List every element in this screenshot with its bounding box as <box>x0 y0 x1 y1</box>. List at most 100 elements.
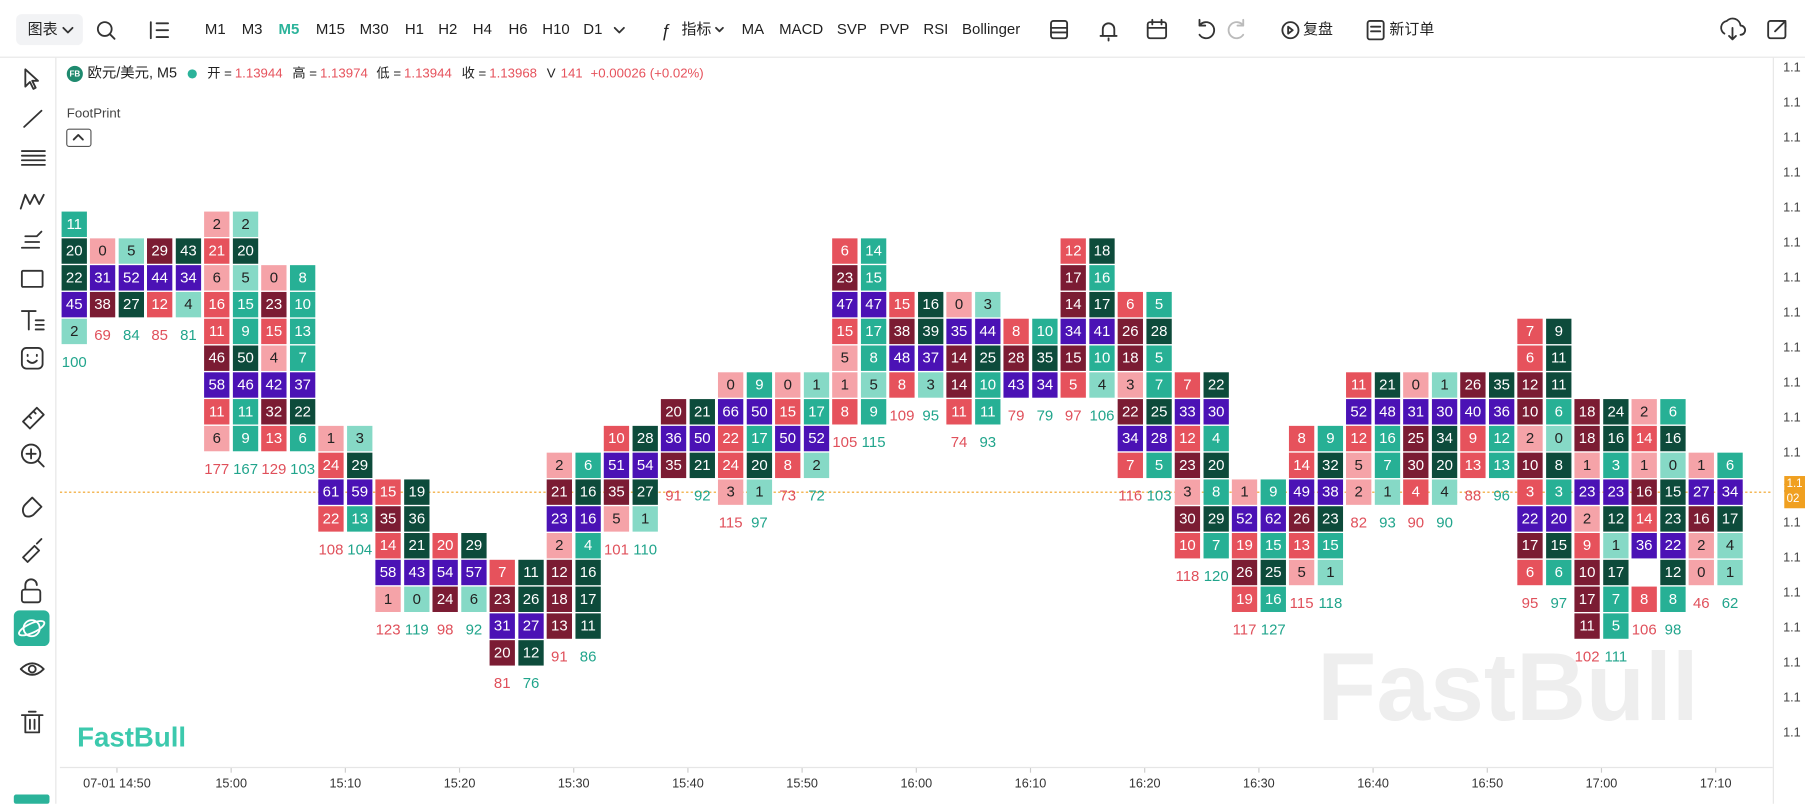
study-button[interactable]: MA <box>742 21 764 38</box>
active-tool[interactable] <box>13 610 50 647</box>
buy-cell <box>289 345 316 371</box>
chart-menu-label[interactable]: 图表 <box>28 21 58 38</box>
sell-cell-label: 43 <box>1008 377 1025 394</box>
buy-cell <box>289 425 316 452</box>
buy-cell-label: 50 <box>237 350 254 367</box>
sell-cell-label: 17 <box>1522 537 1539 554</box>
toolbar-icons[interactable] <box>1050 17 1787 42</box>
sell-cell <box>1403 425 1429 452</box>
timeframe-button[interactable]: M5 <box>279 21 300 38</box>
buy-cell-label: 15 <box>865 269 882 286</box>
sell-total: 98 <box>437 622 454 639</box>
buy-cell <box>1660 479 1686 505</box>
replay-button[interactable]: 复盘 <box>1303 20 1333 38</box>
buy-cell <box>860 345 887 371</box>
buy-cell <box>1603 506 1629 532</box>
sidebar-tab[interactable] <box>13 794 50 804</box>
buy-cell-label: 29 <box>351 457 368 474</box>
sell-cell-label: 7 <box>1526 323 1534 340</box>
buy-cell-label: 11 <box>980 403 996 420</box>
sell-cell <box>261 372 287 398</box>
sell-cell-label: 38 <box>94 296 111 313</box>
sell-cell-label: 1 <box>1697 457 1705 474</box>
sell-cell-label: 22 <box>722 430 739 447</box>
buy-cell-label: 9 <box>755 377 763 394</box>
timeframe-button[interactable]: D1 <box>583 21 602 38</box>
timeframe-button[interactable]: M30 <box>360 21 389 38</box>
study-button[interactable]: SVP <box>837 21 867 38</box>
buy-cell <box>1489 399 1515 425</box>
sell-cell-label: 16 <box>208 296 225 313</box>
buy-total: 79 <box>1037 407 1054 424</box>
buy-cell-label: 4 <box>1726 537 1734 554</box>
buy-cell-label: 44 <box>979 323 996 340</box>
timeframe-button[interactable]: H2 <box>438 21 457 38</box>
timeframe-more[interactable] <box>613 26 625 34</box>
layout-icon[interactable] <box>149 21 169 40</box>
study-button[interactable]: MACD <box>779 21 823 38</box>
price-axis-label: 1.1 <box>1783 305 1801 319</box>
buy-cell-label: 1 <box>1440 377 1448 394</box>
sell-cell-label: 30 <box>1179 510 1196 527</box>
sell-cell-label: 40 <box>1465 403 1482 420</box>
buy-cell-label: 16 <box>1608 430 1625 447</box>
search-icon[interactable] <box>96 21 116 40</box>
buy-cell-label: 23 <box>1665 510 1682 527</box>
sell-cell-label: 18 <box>551 591 568 608</box>
buy-cell <box>1317 425 1344 452</box>
timeframe-button[interactable]: M15 <box>316 21 345 38</box>
buy-cell <box>1660 399 1686 425</box>
buy-cell-label: 6 <box>1669 403 1677 420</box>
sell-cell-label: 15 <box>1065 350 1082 367</box>
buy-cell <box>575 613 601 639</box>
sell-cell <box>1174 479 1201 505</box>
sell-cell <box>1517 399 1543 425</box>
sell-cell <box>489 613 515 639</box>
sell-cell <box>204 238 230 264</box>
timeframe-button[interactable]: H10 <box>542 21 569 38</box>
timeframe-button[interactable]: H1 <box>405 21 424 38</box>
sell-cell <box>261 425 287 452</box>
study-button[interactable]: Bollinger <box>962 21 1020 38</box>
study-button[interactable]: PVP <box>879 21 909 38</box>
buy-cell <box>461 559 487 586</box>
fx-icon[interactable]: ƒ <box>661 20 671 40</box>
sell-cell-label: 27 <box>1693 484 1710 501</box>
sell-cell-label: 6 <box>1126 296 1134 313</box>
sidebar-tools[interactable] <box>19 68 46 734</box>
chart-menu-button[interactable] <box>16 14 83 46</box>
sell-cell-label: 13 <box>1293 537 1310 554</box>
buy-cell-label: 43 <box>409 564 426 581</box>
buy-cell <box>1146 452 1172 479</box>
sell-cell-label: 22 <box>1122 403 1139 420</box>
sell-cell-label: 6 <box>213 269 221 286</box>
buy-cell-label: 22 <box>66 269 83 286</box>
buy-cell <box>347 506 373 532</box>
sell-cell-label: 35 <box>380 510 397 527</box>
timeframe-button[interactable]: M3 <box>242 21 263 38</box>
timeframe-button[interactable]: M1 <box>205 21 226 38</box>
sell-cell <box>261 399 287 425</box>
buy-cell-label: 20 <box>1550 510 1567 527</box>
buy-cell-label: 2 <box>70 323 78 340</box>
buy-cell-label: 6 <box>584 457 592 474</box>
sell-cell-label: 9 <box>1469 430 1477 447</box>
planet-icon <box>18 619 46 638</box>
indicators-button[interactable]: 指标 <box>681 21 711 38</box>
collapse-button[interactable] <box>66 128 92 148</box>
sell-cell-label: 31 <box>94 269 111 286</box>
indicator-chevron <box>715 26 724 33</box>
buy-cell <box>689 399 715 425</box>
buy-cell <box>1146 399 1172 425</box>
buy-cell <box>289 291 316 318</box>
new-order-button[interactable]: 新订单 <box>1389 21 1434 38</box>
buy-cell <box>1717 506 1743 532</box>
sell-total: 79 <box>1008 407 1025 424</box>
price-axis-label: 1.1 <box>1783 61 1801 75</box>
buy-cell-label: 35 <box>1037 350 1054 367</box>
timeframe-button[interactable]: H4 <box>473 21 492 38</box>
timeframe-button[interactable]: H6 <box>508 21 527 38</box>
buy-cell <box>1146 345 1172 371</box>
study-button[interactable]: RSI <box>923 21 948 38</box>
buy-cell <box>1660 506 1686 532</box>
